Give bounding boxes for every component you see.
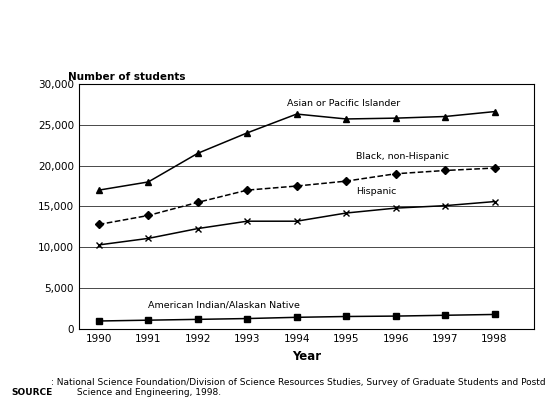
Text: Hispanic: Hispanic [356,187,396,196]
Text: Asian or Pacific Islander: Asian or Pacific Islander [287,99,400,107]
Text: Figure 2. Graduate enrollment in science and engineering, by race/ethnicity of n: Figure 2. Graduate enrollment in science… [0,14,545,24]
Text: Black, non-Hispanic: Black, non-Hispanic [356,152,449,162]
Text: SOURCE: SOURCE [11,388,52,397]
Text: citizens and permanent residents: 1990-98: citizens and permanent residents: 1990-9… [141,39,404,49]
Text: Number of students: Number of students [68,72,186,82]
X-axis label: Year: Year [292,350,321,363]
Text: : National Science Foundation/Division of Science Resources Studies, Survey of G: : National Science Foundation/Division o… [51,377,545,397]
Text: American Indian/Alaskan Native: American Indian/Alaskan Native [148,300,300,310]
